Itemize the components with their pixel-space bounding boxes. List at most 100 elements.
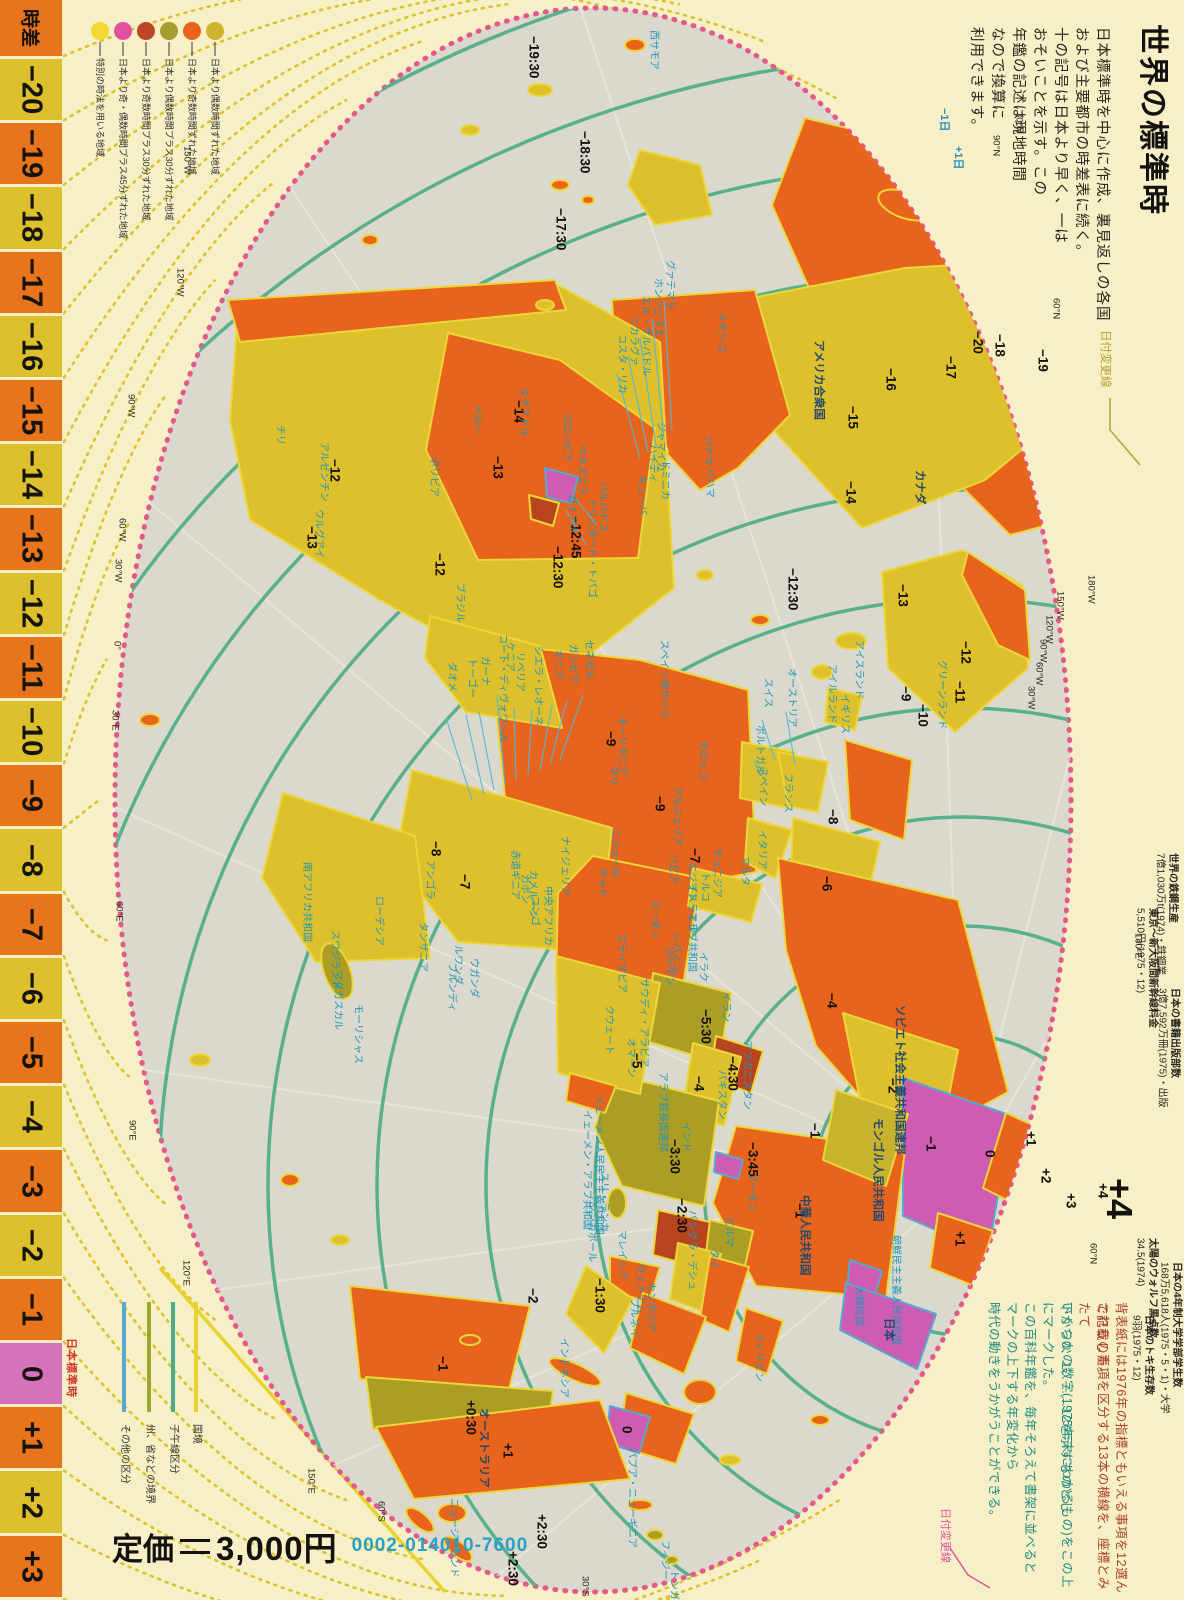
note-column: いくつかの数字(1975年末にわかるもの)をこの上にマークした。	[1041, 1302, 1074, 1589]
time-difference-scale: 時差 −20 −19 −18 −17 −16 −15 −14 −13 −12 −11 −10 −9 −8…	[0, 0, 62, 1600]
legend-label: 特別の時法を用いる地域	[95, 58, 105, 158]
stat-value: 3億7,592万冊(1975)・出版	[1156, 988, 1168, 1108]
scale-cell: −14	[0, 444, 62, 509]
price-label: 定価	[112, 1531, 174, 1567]
line-legend-label: 国境	[191, 1424, 202, 1444]
note-column: これらの事項を区分する13本の横線を、座標とみたて	[1077, 1302, 1110, 1590]
scale-cell: +1	[0, 1407, 62, 1472]
scale-cell: −12	[0, 572, 62, 637]
plus-four-marker: +4	[1099, 1178, 1140, 1220]
scale-cell: −6	[0, 957, 62, 1023]
stat-value: 7億1,030万t(1974)・鉄鋼業	[1154, 853, 1166, 976]
scale-cell: −13	[0, 508, 62, 573]
scale-cell: −18	[0, 187, 62, 252]
note-column: 時代の動きをうかがうことができる。	[987, 1302, 1001, 1523]
scale-header: 時差	[0, 0, 62, 59]
stat-title: 太陽のウォルフ黒点数	[1147, 1238, 1158, 1338]
legend-color-dot	[205, 22, 224, 40]
line-legend-swatch	[122, 1302, 126, 1412]
stat-value: 9羽(1975・12)	[1130, 1315, 1142, 1381]
scale-cell: −16	[0, 315, 62, 381]
stat-title: 世界の鉄鋼生産	[1167, 853, 1178, 923]
legend-color-dot	[136, 22, 155, 40]
legend-label: 日本より偶数時間ずれた地域	[210, 58, 220, 175]
intro-column: おそいことを示す。この	[1031, 27, 1047, 197]
stat-group: 日本の4年制大学学部学生数 168万5,618人(1975・5・1)・大学	[1157, 1262, 1183, 1414]
stat-group: 世界の鉄鋼生産 7億1,030万t(1974)・鉄鋼業	[1153, 853, 1179, 976]
date-line-label-bottom: 日付変更線	[939, 1508, 951, 1563]
scale-cell: −17	[0, 251, 62, 316]
scale-cell: +2	[0, 1471, 62, 1536]
date-line-callout-top	[1109, 398, 1141, 466]
legend-item: 特別の時法を用いる地域	[88, 22, 111, 239]
note-column: 背表紙には1976年の指標ともいえる事項を12選んで記載した。	[1095, 1302, 1128, 1594]
japan-standard-time-label: 日本標準時	[65, 1338, 77, 1398]
line-legend-swatch	[171, 1302, 175, 1412]
scale-cell: −9	[0, 765, 62, 830]
legend-label: 日本より奇数時間ずれた地域	[187, 58, 197, 175]
scale-cell: −8	[0, 829, 62, 894]
equals-mark	[180, 1538, 210, 1554]
stat-title: 日本のトキ生存数	[1143, 1315, 1154, 1395]
date-line-yellow	[158, 1266, 447, 1594]
color-legend: 特別の時法を用いる地域 日本より奇・偶数時間プラス45分ずれた地域 日本より奇数時間…	[88, 22, 226, 239]
stat-group: 日本の書籍出版部数 3億7,592万冊(1975)・出版	[1155, 988, 1181, 1108]
legend-label: 日本より奇数時間プラス30分ずれた地域	[141, 58, 151, 221]
legend-item: 日本より奇数時間プラス30分ずれた地域	[134, 22, 157, 239]
line-legend-label: 州、省などの境界	[144, 1424, 155, 1504]
label-leader-lines	[445, 299, 796, 801]
scale-cell: −1	[0, 1278, 62, 1344]
stat-group: 太陽のウォルフ黒点数 34.5(1974)	[1133, 1238, 1159, 1338]
note-column: マークの上下する年変化から	[1005, 1302, 1019, 1472]
scale-cell: −15	[0, 380, 62, 445]
line-legend-label: 子午線区分	[168, 1424, 179, 1474]
legend-label: 日本より偶数時間プラス30分ずれた地域	[164, 58, 174, 221]
scale-cell: −20	[0, 59, 62, 124]
scale-cell: −4	[0, 1086, 62, 1151]
line-legend-label: その他の区分	[119, 1424, 130, 1484]
scale-cell: −19	[0, 123, 62, 188]
scale-cell: −10	[0, 701, 62, 766]
stat-title: 日本の4年制大学学部学生数	[1171, 1262, 1182, 1388]
intro-column: 利用できます。	[968, 27, 984, 135]
intro-column: 十の記号は日本より早く、一は	[1052, 27, 1068, 244]
stat-title: 東京〜新大阪間新幹線料金	[1147, 908, 1158, 1028]
legend-item: 日本より奇・偶数時間プラス45分ずれた地域	[111, 22, 134, 239]
price-block: 定価 3,000円 0002-014010-7600	[112, 1522, 528, 1570]
scale-cell: +3	[0, 1535, 62, 1600]
stat-value: 34.5(1974)	[1134, 1238, 1146, 1287]
legend-label: 日本より奇・偶数時間プラス45分ずれた地域	[118, 58, 128, 239]
line-legend-swatch	[194, 1302, 198, 1412]
note-column: この百科年鑑を、毎年そろえて書架に並べると	[1023, 1302, 1037, 1575]
intro-column: 日本標準時を中心に作成、裏見返しの各国	[1094, 27, 1110, 322]
legend-color-dot	[182, 22, 201, 40]
stat-value: 5,510円(1975・12)	[1134, 908, 1146, 994]
date-line-label-top: 日付変更線	[1099, 330, 1111, 388]
page-title: 世界の標準時	[1136, 24, 1169, 216]
note-column: 下から0、1、……12を示すものとし	[1059, 1302, 1073, 1514]
stat-group: 東京〜新大阪間新幹線料金 5,510円(1975・12)	[1133, 908, 1159, 1028]
legend-color-dot	[113, 22, 132, 40]
stat-title: 日本の書籍出版部数	[1169, 988, 1180, 1078]
stat-value: 168万5,618人(1975・5・1)・大学	[1158, 1262, 1170, 1414]
legend-item: 日本より奇数時間ずれた地域	[180, 22, 203, 239]
scale-cell: −2	[0, 1214, 62, 1279]
scale-cell: −5	[0, 1022, 62, 1087]
scale-cell: −11	[0, 636, 62, 702]
legend-item: 日本より偶数時間ずれた地域	[203, 22, 226, 239]
stat-group: 日本のトキ生存数 9羽(1975・12)	[1129, 1315, 1155, 1395]
scale-cell: 0	[0, 1343, 62, 1408]
scale-cell: −7	[0, 893, 62, 958]
catalog-code: 0002-014010-7600	[351, 1535, 529, 1556]
intro-column: 年鑑の記述は現地時間	[1010, 27, 1026, 182]
scale-cell: −3	[0, 1150, 62, 1215]
legend-color-dot	[90, 22, 109, 40]
legend-item: 日本より偶数時間プラス30分ずれた地域	[157, 22, 180, 239]
date-line-callout-bottom	[949, 1547, 991, 1589]
price-value: 3,000円	[216, 1530, 338, 1567]
line-legend-swatch	[147, 1302, 151, 1412]
legend-color-dot	[159, 22, 178, 40]
intro-column: および主要都市の時差表に続く。	[1073, 27, 1089, 260]
